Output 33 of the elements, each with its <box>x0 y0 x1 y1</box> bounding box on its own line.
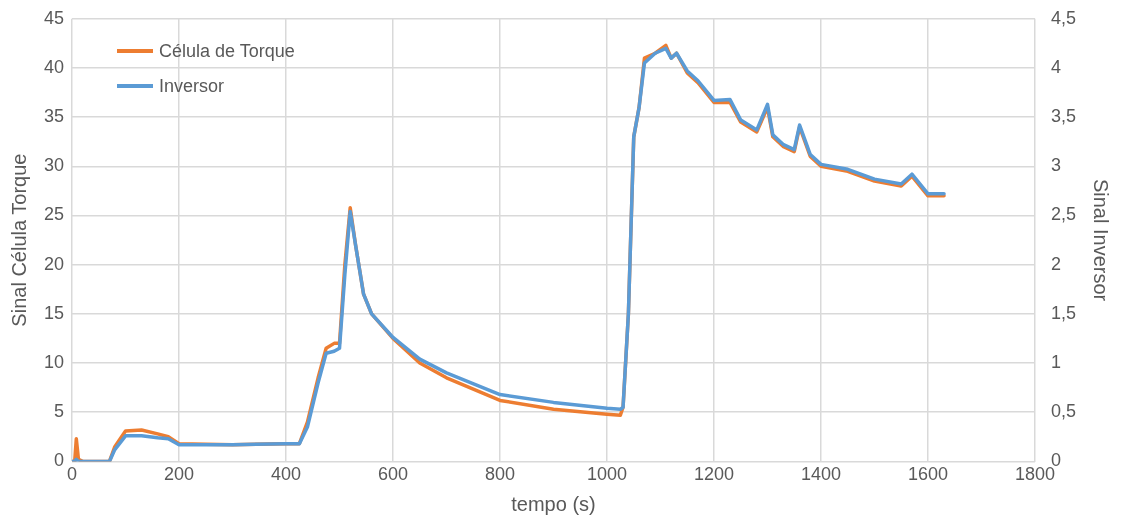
x-axis-title: tempo (s) <box>511 492 596 515</box>
x-tick-label: 200 <box>163 464 195 485</box>
y2-tick-label: 4 <box>1050 56 1061 77</box>
x-tick-label: 400 <box>270 464 302 485</box>
y-tick-label: 0 <box>54 450 65 471</box>
legend-label: Inversor <box>159 75 225 97</box>
y2-tick-label: 0,5 <box>1050 401 1077 422</box>
x-tick-label: 1000 <box>586 464 628 485</box>
y-tick-label: 15 <box>43 302 65 323</box>
y-axis-title: Sinal Célula Torque <box>7 153 30 327</box>
y-tick-label: 25 <box>43 204 65 225</box>
x-tick-label: 1400 <box>800 464 842 485</box>
y-tick-label: 20 <box>43 253 65 274</box>
y2-tick-label: 2,5 <box>1050 204 1077 225</box>
x-tick-label: 1600 <box>907 464 949 485</box>
x-tick-label: 1200 <box>693 464 735 485</box>
x-tick-label: 600 <box>377 464 409 485</box>
y2-tick-label: 2 <box>1050 253 1061 274</box>
y2-axis-title: Sinal Inversor <box>1090 178 1113 302</box>
legend-label: Célula de Torque <box>159 40 295 62</box>
x-tick-label: 800 <box>484 464 516 485</box>
y-tick-label: 35 <box>43 106 65 127</box>
y2-tick-label: 3 <box>1050 155 1061 176</box>
y2-tick-label: 3,5 <box>1050 106 1077 127</box>
y-tick-label: 45 <box>43 7 65 28</box>
y2-tick-label: 4,5 <box>1050 7 1077 28</box>
y-tick-label: 5 <box>54 401 65 422</box>
x-tick-label: 0 <box>67 464 78 485</box>
y-tick-label: 40 <box>43 56 65 77</box>
y-tick-label: 10 <box>43 352 65 373</box>
y2-tick-label: 1 <box>1050 352 1061 373</box>
y2-tick-label: 1,5 <box>1050 302 1077 323</box>
y-tick-label: 30 <box>43 155 65 176</box>
